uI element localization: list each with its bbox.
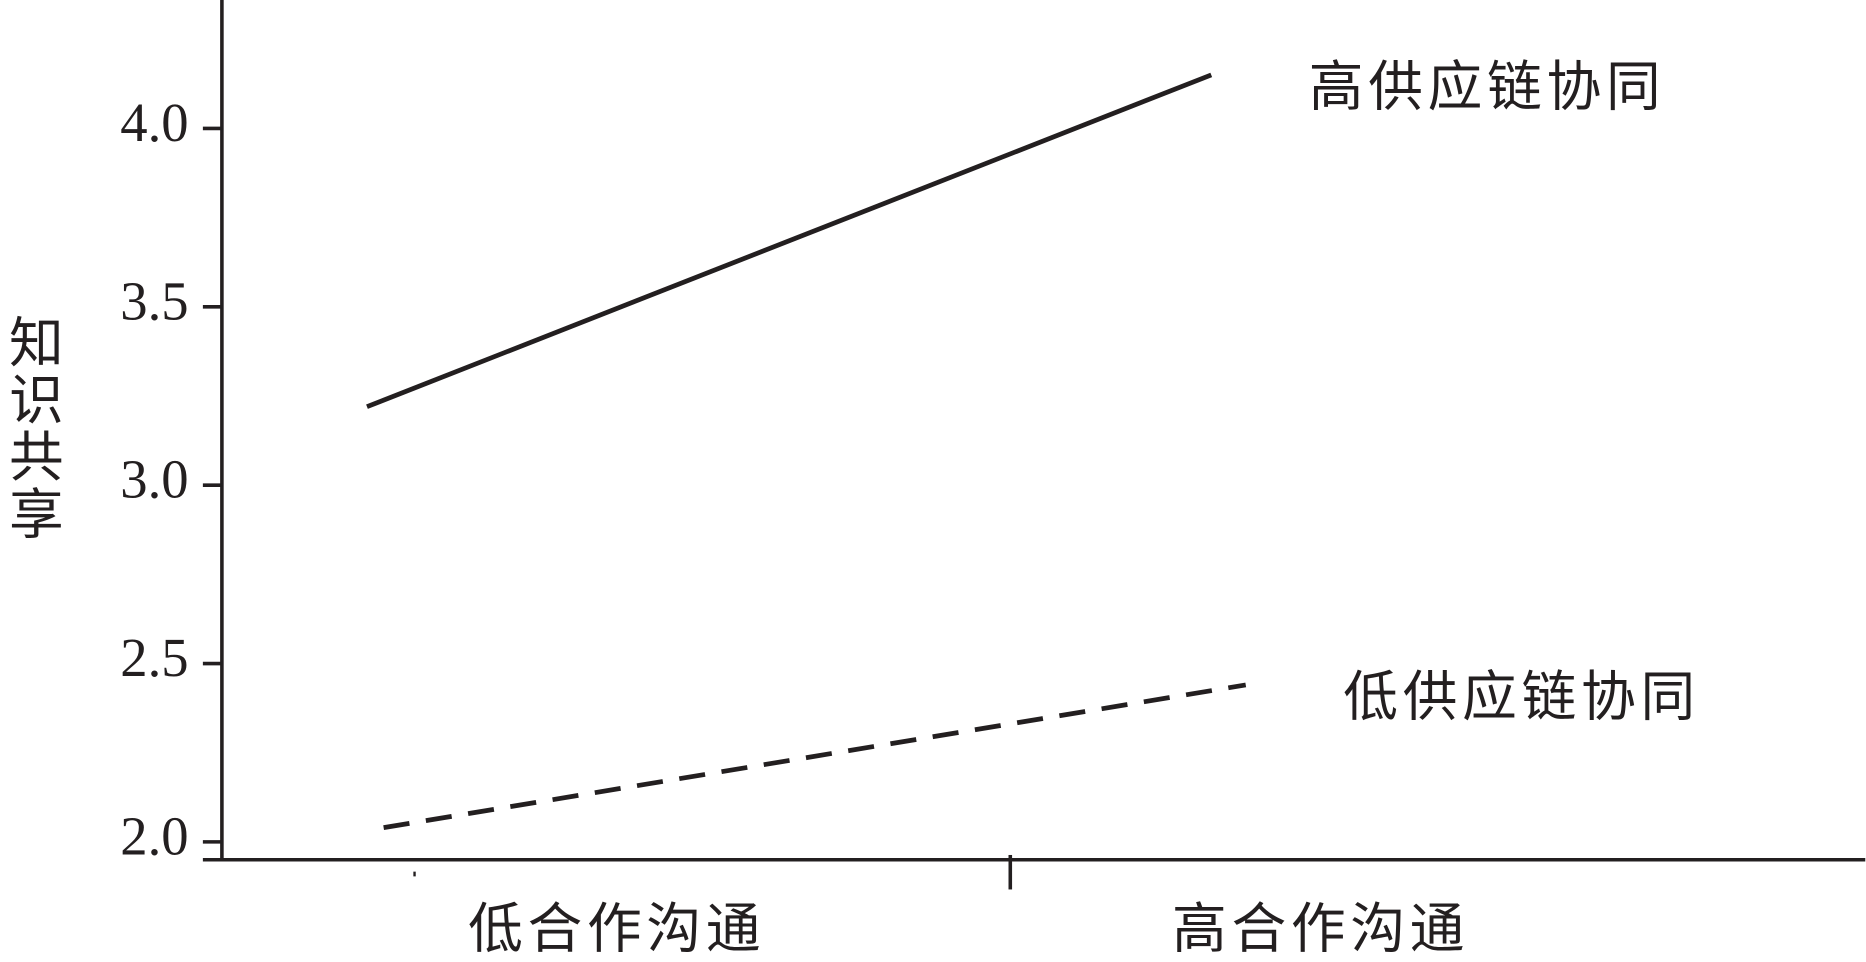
y-tick-label: 2.5 — [120, 627, 188, 688]
y-tick-label: 2.0 — [120, 805, 188, 866]
y-axis-label: 知识共享 — [0, 314, 64, 542]
series-line — [366, 72, 1213, 409]
y-tick-label: 3.0 — [120, 449, 188, 510]
series-label: 低供应链协同 — [1343, 665, 1700, 729]
series-line — [383, 682, 1247, 830]
x-tick-label: 高合作沟通 — [1172, 896, 1469, 960]
x-tick-label: 低合作沟通 — [468, 896, 765, 960]
y-tick-label: 4.0 — [120, 92, 188, 153]
series-label: 高供应链协同 — [1309, 55, 1666, 119]
y-tick-label: 3.5 — [120, 270, 188, 331]
